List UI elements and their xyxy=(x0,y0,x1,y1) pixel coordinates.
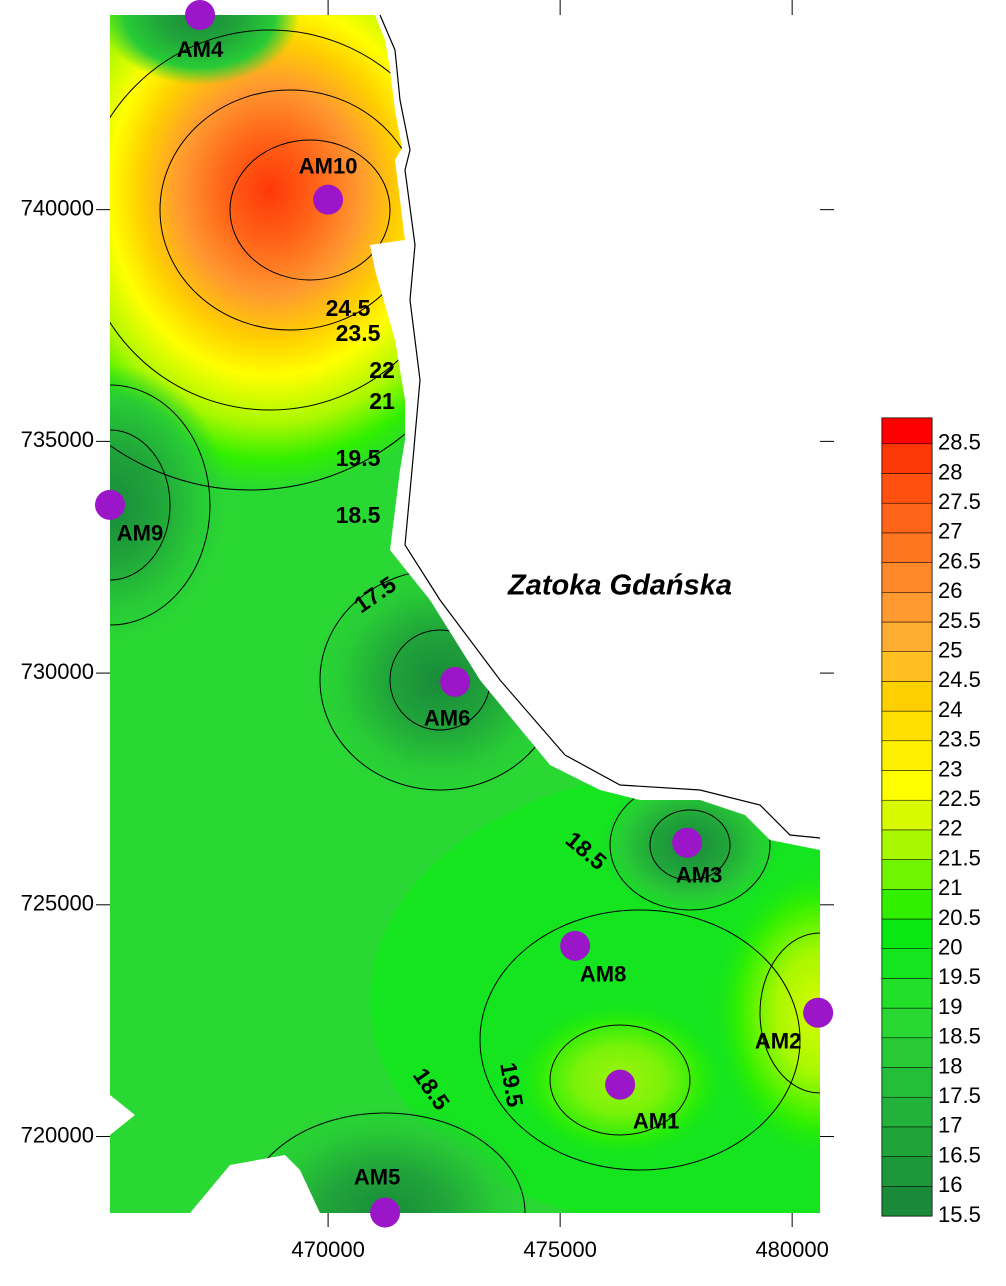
station xyxy=(185,0,216,30)
colorbar-band xyxy=(881,681,933,712)
x-tick-label: 480000 xyxy=(755,1237,828,1262)
station xyxy=(803,997,834,1028)
station xyxy=(313,184,344,215)
contour-label: 22 xyxy=(369,357,395,383)
y-tick-label: 725000 xyxy=(21,891,94,916)
colorbar-label: 19 xyxy=(938,994,962,1019)
colorbar-label: 25 xyxy=(938,638,962,663)
colorbar-band xyxy=(881,889,933,920)
colorbar-band xyxy=(881,443,933,474)
colorbar-label: 20.5 xyxy=(938,905,981,930)
station xyxy=(95,489,125,520)
colorbar-label: 22 xyxy=(938,816,962,841)
colorbar-band xyxy=(881,710,933,742)
colorbar-band xyxy=(881,740,933,771)
colorbar-label: 17.5 xyxy=(938,1083,981,1108)
colorbar-band xyxy=(881,918,933,949)
colorbar-label: 18 xyxy=(938,1053,962,1078)
colorbar-band xyxy=(881,1156,933,1187)
colorbar-band xyxy=(881,592,933,623)
station-label: AM6 xyxy=(424,706,470,731)
colorbar-label: 21 xyxy=(938,875,962,900)
colorbar-band xyxy=(881,1007,933,1039)
colorbar-label: 27 xyxy=(938,519,962,544)
station-label: AM2 xyxy=(755,1029,801,1054)
colorbar-band xyxy=(881,1067,933,1098)
colorbar-band xyxy=(881,417,933,445)
x-tick-label: 475000 xyxy=(523,1237,596,1262)
x-tick-label: 470000 xyxy=(291,1237,364,1262)
station xyxy=(440,666,471,697)
colorbar-label: 16.5 xyxy=(938,1142,981,1167)
colorbar-band xyxy=(881,1037,933,1068)
colorbar-label: 27.5 xyxy=(938,489,981,514)
colorbar-label: 18.5 xyxy=(938,1024,981,1049)
station-label: AM10 xyxy=(299,153,358,178)
colorbar-band xyxy=(881,1186,933,1217)
contour-label: 24.5 xyxy=(326,295,371,321)
colorbar-label: 26.5 xyxy=(938,548,981,573)
sea-label: Zatoka Gdańska xyxy=(507,570,732,602)
colorbar-label: 28.5 xyxy=(938,430,981,455)
colorbar-band xyxy=(881,1096,933,1128)
colorbar-band xyxy=(881,799,933,831)
colorbar-label: 19.5 xyxy=(938,964,981,989)
contour-label: 19.5 xyxy=(336,445,381,471)
colorbar-band xyxy=(881,859,933,890)
colorbar-band xyxy=(881,473,933,504)
colorbar-label: 25.5 xyxy=(938,608,981,633)
colorbar-band xyxy=(881,532,933,563)
station-label: AM9 xyxy=(117,521,163,546)
colorbar-band xyxy=(881,562,933,593)
station xyxy=(605,1069,636,1100)
y-tick-label: 730000 xyxy=(21,659,94,684)
station-label: AM5 xyxy=(354,1164,400,1189)
y-tick-label: 735000 xyxy=(21,427,94,452)
colorbar-label: 24.5 xyxy=(938,667,981,692)
station xyxy=(370,1197,401,1228)
colorbar-label: 23 xyxy=(938,756,962,781)
colorbar-band xyxy=(881,651,933,682)
station-label: AM3 xyxy=(676,863,722,888)
colorbar-band xyxy=(881,978,933,1009)
station xyxy=(672,827,703,858)
colorbar-band xyxy=(881,621,933,652)
station-label: AM4 xyxy=(177,37,224,62)
colorbar-band xyxy=(881,502,933,534)
contour-label: 21 xyxy=(369,388,395,414)
station-label: AM1 xyxy=(633,1108,679,1133)
colorbar-band xyxy=(881,948,933,979)
contour-label: 18.5 xyxy=(336,502,381,528)
colorbar-label: 20 xyxy=(938,935,962,960)
colorbar-band xyxy=(881,829,933,860)
station-label: AM8 xyxy=(580,962,626,987)
colorbar-label: 15.5 xyxy=(938,1202,981,1227)
colorbar-band xyxy=(881,1126,933,1157)
colorbar-label: 21.5 xyxy=(938,845,981,870)
colorbar-label: 22.5 xyxy=(938,786,981,811)
colorbar-label: 28 xyxy=(938,459,962,484)
y-tick-label: 720000 xyxy=(21,1122,94,1147)
y-tick-label: 740000 xyxy=(21,195,94,220)
colorbar-label: 17 xyxy=(938,1113,962,1138)
colorbar-label: 16 xyxy=(938,1172,962,1197)
colorbar-band xyxy=(881,770,933,801)
station xyxy=(560,930,591,961)
colorbar-label: 24 xyxy=(938,697,962,722)
colorbar-label: 23.5 xyxy=(938,727,981,752)
colorbar-label: 26 xyxy=(938,578,962,603)
contour-label: 23.5 xyxy=(336,320,381,346)
